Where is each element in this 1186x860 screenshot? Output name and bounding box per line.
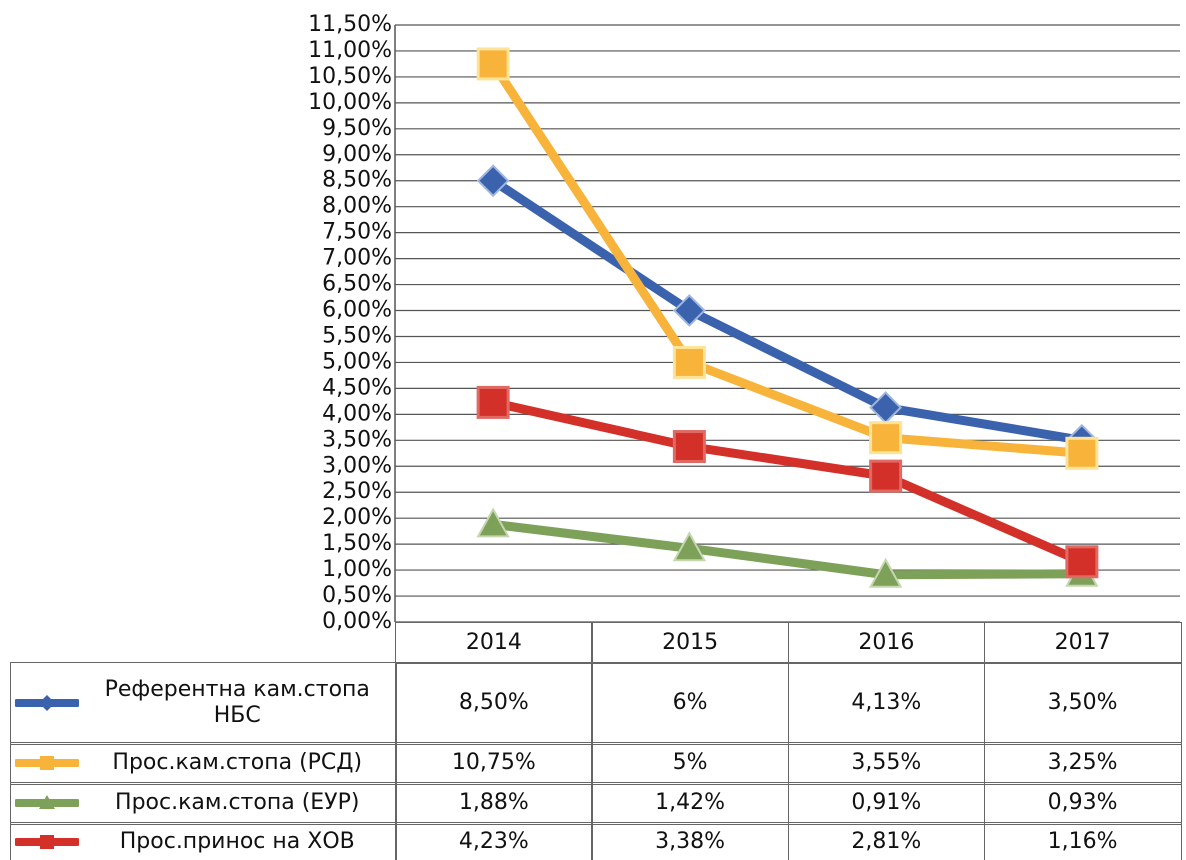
x-tick-label: 2017: [983, 622, 1182, 664]
table-value: 3,55%: [787, 742, 986, 785]
legend-entry: Прос.кам.стопа (ЕУР): [10, 782, 397, 825]
marker: [672, 294, 706, 327]
y-tick-label: 8,00%: [322, 194, 392, 219]
table-value: 1,88%: [395, 782, 593, 825]
y-tick-label: 5,00%: [322, 349, 392, 374]
y-tick-label: 3,50%: [322, 427, 392, 452]
marker: [476, 507, 510, 538]
legend-label: Референтна кам.стопа НБС: [104, 677, 370, 729]
y-tick-label: 11,50%: [308, 12, 392, 37]
x-tick-label: 2015: [591, 622, 789, 664]
marker: [476, 385, 510, 419]
marker: [869, 459, 903, 493]
table-value: 0,91%: [787, 782, 986, 825]
x-tick-label: 2016: [787, 622, 986, 664]
table-value: 1,16%: [983, 822, 1182, 860]
y-tick-label: 9,50%: [322, 116, 392, 141]
marker: [672, 345, 706, 379]
marker: [869, 391, 903, 425]
legend-entry: Референтна кам.стопа НБС: [10, 662, 397, 745]
legend-swatch: [15, 695, 79, 712]
legend-label: Прос.принос на ХОВ: [119, 828, 355, 854]
table-value: 3,38%: [591, 822, 789, 860]
table-value: 5%: [591, 742, 789, 785]
table-value: 2,81%: [787, 822, 986, 860]
legend-swatch: [15, 795, 79, 810]
legend-entry: Прос.принос на ХОВ: [10, 822, 397, 860]
y-tick-label: 10,50%: [308, 64, 392, 89]
y-tick-label: 7,50%: [322, 220, 392, 245]
table-value: 1,42%: [591, 782, 789, 825]
y-tick-label: 1,50%: [322, 531, 392, 556]
series-line: [492, 519, 1082, 580]
legend-swatch: [15, 834, 79, 849]
table-value: 8,50%: [395, 662, 593, 745]
table-value: 6%: [591, 662, 789, 745]
table-value: 10,75%: [395, 742, 593, 785]
legend-entry: Прос.кам.стопа (РСД): [10, 742, 397, 785]
y-tick-label: 5,50%: [322, 323, 392, 348]
legend-label: Прос.кам.стопа (ЕУР): [115, 790, 360, 816]
marker: [672, 531, 707, 562]
y-tick-label: 9,00%: [322, 142, 392, 167]
x-tick-label: 2014: [395, 622, 593, 664]
marker: [869, 421, 903, 455]
y-tick-label: 4,00%: [322, 401, 392, 426]
y-tick-label: 1,00%: [322, 557, 392, 582]
series-line: [490, 176, 1083, 445]
marker: [672, 430, 706, 464]
y-tick-label: 11,00%: [308, 38, 392, 63]
y-tick-label: 6,50%: [322, 272, 392, 297]
marker: [1065, 545, 1099, 579]
y-tick-label: 0,50%: [322, 583, 392, 608]
table-value: 4,23%: [395, 822, 593, 860]
legend-marker: [39, 795, 55, 810]
y-tick-label: 7,00%: [322, 246, 392, 271]
y-tick-label: 2,00%: [322, 505, 392, 530]
marker: [476, 164, 510, 198]
series-line: [489, 61, 1083, 458]
marker: [476, 47, 510, 81]
legend-label: Прос.кам.стопа (РСД): [112, 750, 363, 776]
table-value: 0,93%: [983, 782, 1182, 825]
y-tick-label: 2,50%: [322, 479, 392, 504]
legend-marker: [39, 695, 55, 712]
y-tick-label: 3,00%: [322, 453, 392, 478]
table-value: 3,50%: [983, 662, 1182, 745]
marker: [868, 557, 903, 588]
series-line: [492, 398, 1084, 566]
y-tick-label: 6,00%: [322, 298, 392, 323]
y-tick-label: 8,50%: [322, 168, 392, 193]
y-tick-label: 0,00%: [322, 609, 392, 634]
legend-marker: [40, 834, 54, 849]
marker: [1065, 436, 1099, 470]
table-value: 4,13%: [787, 662, 986, 745]
y-tick-label: 4,50%: [322, 375, 392, 400]
y-tick-label: 10,00%: [308, 90, 392, 115]
legend-swatch: [15, 756, 79, 771]
legend-marker: [40, 756, 54, 771]
table-value: 3,25%: [983, 742, 1182, 785]
